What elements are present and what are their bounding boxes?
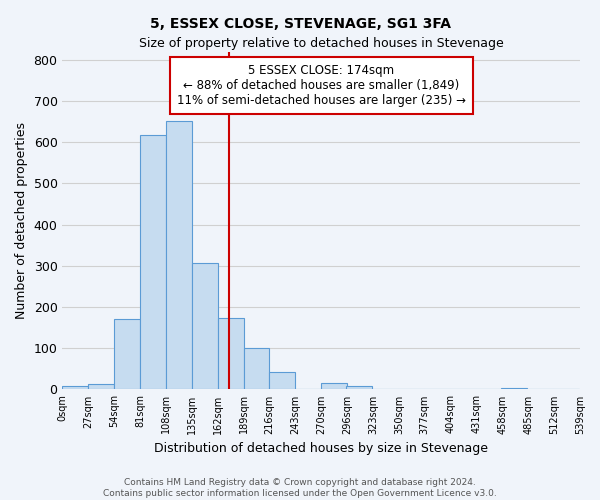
Text: 5 ESSEX CLOSE: 174sqm
← 88% of detached houses are smaller (1,849)
11% of semi-d: 5 ESSEX CLOSE: 174sqm ← 88% of detached … [177, 64, 466, 107]
Text: Contains HM Land Registry data © Crown copyright and database right 2024.
Contai: Contains HM Land Registry data © Crown c… [103, 478, 497, 498]
Bar [140, 136, 166, 390]
Bar [321, 384, 347, 390]
Bar [244, 348, 269, 390]
Y-axis label: Number of detached properties: Number of detached properties [15, 122, 28, 319]
Text: 5, ESSEX CLOSE, STEVENAGE, SG1 3FA: 5, ESSEX CLOSE, STEVENAGE, SG1 3FA [149, 18, 451, 32]
Bar [372, 388, 398, 390]
Bar [62, 386, 88, 390]
Bar [88, 384, 114, 390]
Bar [269, 372, 295, 390]
X-axis label: Distribution of detached houses by size in Stevenage: Distribution of detached houses by size … [154, 442, 488, 455]
Bar [502, 388, 527, 390]
Title: Size of property relative to detached houses in Stevenage: Size of property relative to detached ho… [139, 38, 503, 51]
Bar [114, 318, 140, 390]
Bar [192, 262, 218, 390]
Bar [346, 386, 372, 390]
Bar [218, 318, 244, 390]
Bar [166, 121, 192, 390]
